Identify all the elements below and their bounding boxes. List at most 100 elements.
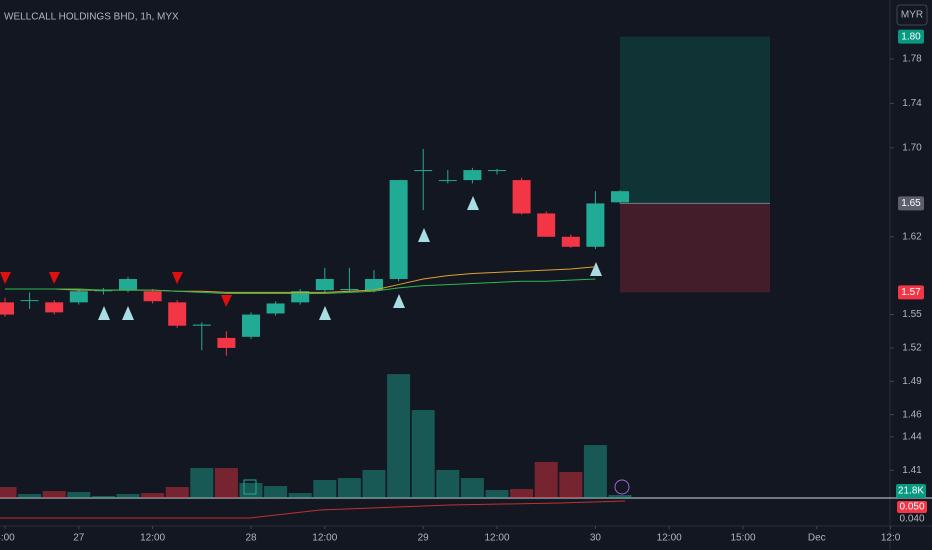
y-tick-label: 1.44 [902,432,922,443]
y-tick-label: 1.49 [902,376,922,387]
volume-bar [264,486,288,498]
y-tick-label: 1.55 [902,309,922,320]
volume-bar [42,490,66,498]
x-tick-label: 15:00 [730,533,755,544]
sell-signal [49,272,60,284]
volume-bar [534,461,558,498]
indicator-label-box [897,501,927,513]
candle-body [20,300,39,302]
volume-bar [239,483,263,498]
candle-body [488,170,506,172]
x-tick-label: 12:00 [657,533,682,544]
volume-bar [288,493,312,498]
price-label-box [898,196,924,211]
stop-zone [620,203,770,293]
signals [0,196,602,320]
volume-bar [190,468,214,498]
candle-body [365,279,383,291]
volume-bar [91,495,115,498]
candle-body [463,170,482,181]
price-label-box [898,285,924,300]
candle-body [315,279,334,291]
x-tick-label: 27 [73,533,85,544]
volume-bar [510,489,534,498]
candle-body [242,314,260,337]
volume-bar [116,494,140,498]
buy-signal [98,306,110,320]
volume-bar [411,410,435,498]
x-tick-label: Dec [808,533,826,544]
sell-signal [0,272,11,284]
candle-body [94,290,113,292]
candle-body [69,291,88,303]
candle-body [266,303,285,314]
y-tick-label: 1.74 [902,98,922,109]
candle-body [217,337,236,348]
volume-bar [165,487,189,498]
y-tick-label: 1.41 [902,465,922,476]
candle-body [45,302,64,313]
y-tick-label: 1.52 [902,343,922,354]
volume-bar [559,472,583,498]
indicator-label: 0.050 [899,502,924,513]
buy-signal [122,306,134,320]
x-tick-label: 12:00 [140,533,165,544]
x-tick-label: 29 [418,533,430,544]
indicator-label: 0.040 [899,514,924,525]
volume-bar [485,490,509,498]
chart-title: WELLCALL HOLDINGS BHD, 1h, MYX [4,12,179,23]
x-tick-label: 4:00 [0,533,15,544]
volume-label: 21.8K [898,486,924,497]
candle-body [119,279,137,291]
candle-body [0,302,14,315]
volume-bar [67,491,91,498]
indicator-line [0,500,626,519]
x-tick-label: 30 [590,533,602,544]
y-tick-label: 1.70 [902,142,922,153]
buy-signal [319,306,331,320]
price-label: 1.65 [901,198,921,209]
candle-body [586,203,605,247]
volume-bar [337,478,361,498]
y-tick-label: 1.78 [902,54,922,65]
buy-signal [590,262,602,276]
candle-body [291,291,310,303]
currency-box[interactable] [896,4,928,26]
y-tick-label: 1.46 [902,409,922,420]
volume-label-box [896,484,926,498]
sell-signal [172,272,183,284]
candle-body [192,324,211,326]
volume-bar [460,478,484,498]
volume-bar [387,374,411,498]
candle-body [537,213,556,237]
volume-bar [583,445,607,498]
candle-body [414,170,433,172]
volume-bar [18,494,42,498]
price-label-box [898,29,924,44]
price-label: 1.57 [901,287,921,298]
price-label: 1.80 [901,31,921,42]
x-tick-label: 28 [245,533,257,544]
candle-body [389,180,408,280]
candle-body [143,291,162,302]
volume-bar [214,468,238,498]
currency[interactable]: MYR [901,10,923,21]
candle-body [340,289,359,291]
candle-body [561,236,580,247]
volume-bar [0,487,17,498]
earnings-icon[interactable] [243,479,257,495]
x-tick-label: 12:0 [881,533,901,544]
volume-bar [436,469,460,498]
moving-average [5,278,596,294]
event-icon[interactable] [614,479,630,495]
candle-body [168,302,187,326]
volume-bar [141,493,165,498]
candle-body [611,191,629,203]
buy-signal [467,196,479,210]
x-tick-label: 12:00 [484,533,509,544]
sell-signal [221,295,232,307]
buy-signal [393,294,405,308]
